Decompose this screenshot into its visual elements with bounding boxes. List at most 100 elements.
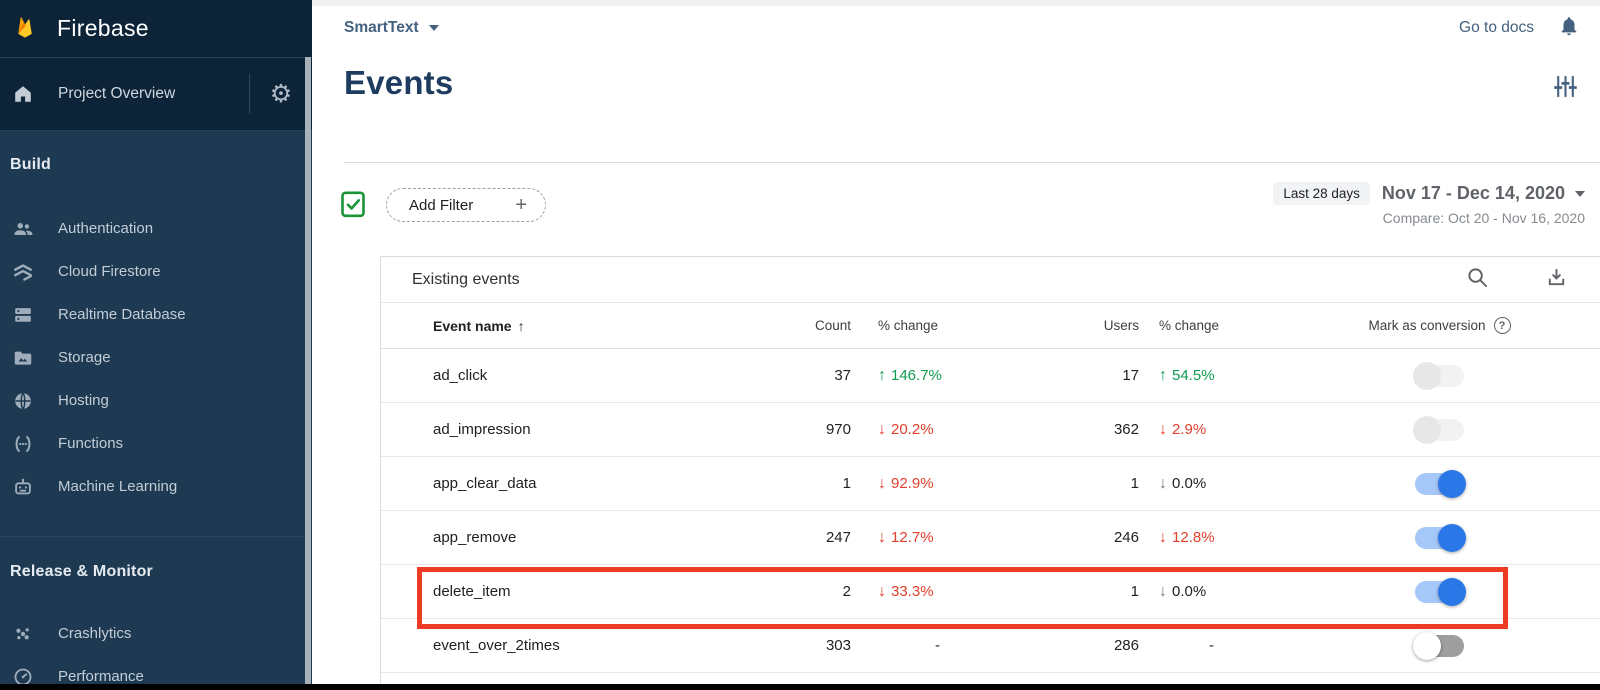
project-name: SmartText bbox=[344, 19, 419, 36]
divider bbox=[249, 74, 250, 114]
divider bbox=[344, 162, 1600, 163]
project-settings-button[interactable]: ⚙ bbox=[250, 79, 312, 108]
compare-range-label: Compare: Oct 20 - Nov 16, 2020 bbox=[1382, 210, 1585, 226]
add-filter-button[interactable]: Add Filter + bbox=[386, 188, 546, 222]
conversion-toggle[interactable] bbox=[1415, 523, 1466, 552]
sidebar: Firebase Project Overview ⚙ Build Authen… bbox=[0, 0, 312, 690]
go-to-docs-link[interactable]: Go to docs bbox=[1459, 19, 1534, 36]
conversion-toggle[interactable] bbox=[1413, 415, 1464, 444]
event-name-cell: delete_item bbox=[433, 583, 511, 600]
sidebar-item-project-overview[interactable]: Project Overview ⚙ bbox=[0, 57, 312, 130]
column-users-pct-change: % change bbox=[1159, 318, 1220, 333]
users-cell: 362 bbox=[1113, 421, 1139, 438]
users-change-cell: ↓ 12.8% bbox=[1159, 528, 1215, 547]
users-change-cell: - bbox=[1209, 637, 1214, 654]
column-count: Count bbox=[814, 318, 851, 333]
events-status-check-icon bbox=[340, 190, 367, 224]
users-change-cell: ↑ 54.5% bbox=[1159, 366, 1215, 385]
sidebar-item-storage[interactable]: Storage bbox=[0, 336, 312, 379]
nav-label: Functions bbox=[58, 435, 124, 452]
sidebar-item-realtime-database[interactable]: Realtime Database bbox=[0, 293, 312, 336]
count-cell: 303 bbox=[825, 637, 851, 654]
help-icon[interactable]: ? bbox=[1493, 317, 1511, 334]
event-name-cell: ad_impression bbox=[433, 421, 531, 438]
sidebar-item-cloud-firestore[interactable]: Cloud Firestore bbox=[0, 250, 312, 293]
count-cell: 970 bbox=[825, 421, 851, 438]
conversion-toggle[interactable] bbox=[1413, 361, 1464, 390]
nav-label: Realtime Database bbox=[58, 306, 186, 323]
users-change-cell: ↓ 0.0% bbox=[1159, 582, 1207, 601]
existing-events-card: Existing events Event name ↑ Count % chan… bbox=[380, 256, 1600, 684]
sidebar-scrollbar[interactable] bbox=[305, 57, 311, 684]
firestore-icon bbox=[12, 261, 34, 283]
tune-sliders-icon[interactable] bbox=[1553, 74, 1578, 104]
search-icon[interactable] bbox=[1466, 266, 1489, 294]
toggle-knob bbox=[1438, 577, 1466, 606]
home-icon bbox=[12, 83, 34, 105]
column-pct-change: % change bbox=[878, 318, 939, 333]
date-range-selector[interactable]: Nov 17 - Dec 14, 2020 bbox=[1382, 183, 1585, 204]
section-label-build: Build bbox=[10, 156, 51, 173]
build-nav: Authentication Cloud Firestore Realtime … bbox=[0, 207, 312, 508]
toggle-knob bbox=[1413, 631, 1441, 660]
card-title: Existing events bbox=[412, 270, 520, 288]
toggle-knob bbox=[1438, 523, 1466, 552]
users-cell: 17 bbox=[1122, 367, 1139, 384]
table-row: ad_impression 970 ↓ 20.2% 362 ↓ 2.9% bbox=[381, 403, 1600, 457]
events-table-body: ad_click 37 ↑ 146.7% 17 ↑ 54.5% ad_impress… bbox=[381, 349, 1600, 673]
release-nav: Crashlytics Performance bbox=[0, 612, 312, 690]
conversion-toggle[interactable] bbox=[1413, 631, 1464, 660]
event-name-cell: event_over_2times bbox=[433, 637, 560, 654]
range-chip: Last 28 days bbox=[1273, 182, 1370, 205]
event-name-cell: ad_click bbox=[433, 367, 488, 384]
brand-name: Firebase bbox=[57, 15, 149, 41]
project-switcher[interactable]: SmartText bbox=[344, 19, 439, 37]
plus-icon: + bbox=[515, 193, 527, 216]
nav-label: Machine Learning bbox=[58, 478, 178, 495]
toggle-knob bbox=[1413, 415, 1441, 444]
conversion-toggle[interactable] bbox=[1415, 577, 1466, 606]
sidebar-item-authentication[interactable]: Authentication bbox=[0, 207, 312, 250]
firebase-logo-icon bbox=[13, 11, 37, 46]
column-event-name[interactable]: Event name ↑ bbox=[433, 317, 525, 334]
nav-label: Authentication bbox=[58, 220, 154, 237]
users-change-cell: ↓ 2.9% bbox=[1159, 420, 1207, 439]
count-cell: 37 bbox=[834, 367, 851, 384]
sidebar-item-hosting[interactable]: Hosting bbox=[0, 379, 312, 422]
count-cell: 2 bbox=[842, 583, 851, 600]
users-cell: 246 bbox=[1113, 529, 1139, 546]
sidebar-item-machine-learning[interactable]: Machine Learning bbox=[0, 465, 312, 508]
users-change-cell: ↓ 0.0% bbox=[1159, 474, 1207, 493]
page-title: Events bbox=[344, 64, 454, 101]
window-bottom-bar bbox=[0, 684, 1600, 690]
sidebar-item-crashlytics[interactable]: Crashlytics bbox=[0, 612, 312, 655]
table-row: app_remove 247 ↓ 12.7% 246 ↓ 12.8% bbox=[381, 511, 1600, 565]
notifications-bell-icon[interactable] bbox=[1558, 14, 1580, 43]
window-top-strip bbox=[312, 0, 1600, 6]
brand-header[interactable]: Firebase bbox=[0, 0, 312, 57]
sort-ascending-icon: ↑ bbox=[517, 317, 525, 334]
sidebar-nav: Build Authentication Cloud Firestore bbox=[0, 130, 312, 690]
event-name-cell: app_clear_data bbox=[433, 475, 537, 492]
chevron-down-icon bbox=[1575, 190, 1585, 197]
column-users: Users bbox=[1103, 318, 1139, 333]
sidebar-item-functions[interactable]: Functions bbox=[0, 422, 312, 465]
storage-folder-icon bbox=[12, 347, 34, 369]
count-change-cell: - bbox=[935, 637, 940, 654]
table-row: app_clear_data 1 ↓ 92.9% 1 ↓ 0.0% bbox=[381, 457, 1600, 511]
conversion-toggle[interactable] bbox=[1415, 469, 1466, 498]
database-icon bbox=[12, 304, 34, 326]
count-change-cell: ↓ 92.9% bbox=[878, 474, 934, 493]
date-range-block: Last 28 days Nov 17 - Dec 14, 2020 Compa… bbox=[1273, 182, 1585, 226]
robot-icon bbox=[12, 476, 34, 498]
divider bbox=[0, 536, 312, 537]
gear-icon: ⚙ bbox=[269, 79, 293, 108]
main-content: SmartText Go to docs Events Add Fil bbox=[312, 0, 1600, 690]
download-icon[interactable] bbox=[1545, 266, 1568, 294]
column-mark-as-conversion: Mark as conversion ? bbox=[1279, 317, 1600, 334]
section-label-release-monitor: Release & Monitor bbox=[10, 563, 153, 580]
toggle-knob bbox=[1413, 361, 1441, 390]
users-cell: 1 bbox=[1130, 475, 1139, 492]
event-name-cell: app_remove bbox=[433, 529, 517, 546]
